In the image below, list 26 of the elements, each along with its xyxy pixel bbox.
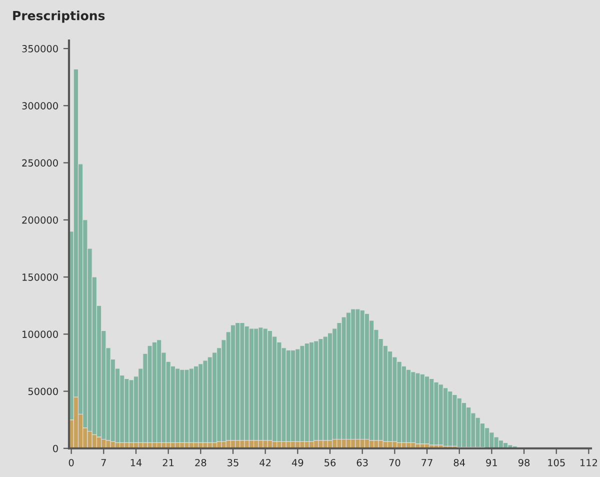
y-tick-label: 250000	[22, 159, 58, 167]
x-tick-label: 42	[260, 458, 271, 466]
x-tick-label: 35	[228, 458, 238, 466]
x-tick-label: 63	[356, 458, 368, 466]
y-tick-label: 350000	[22, 45, 58, 52]
y-tick-label: 0	[53, 444, 58, 452]
y-tick-label: 100000	[22, 330, 58, 338]
x-tick-label: 105	[548, 458, 565, 466]
x-tick-label: 14	[130, 459, 142, 466]
y-tick-label: 300000	[22, 102, 58, 110]
x-tick-label: 28	[195, 458, 206, 466]
x-tick-label: 91	[486, 458, 497, 466]
x-tick-label: 70	[389, 458, 400, 466]
x-tick-label: 49	[292, 458, 304, 466]
x-tick-label: 84	[454, 458, 465, 466]
x-tick-label: 7	[101, 459, 106, 466]
x-tick-label: 21	[162, 458, 174, 466]
x-tick-label: 112	[580, 458, 597, 466]
y-tick-label: 200000	[22, 216, 58, 224]
x-tick-label: 56	[324, 458, 336, 466]
chart-title: Prescriptions	[13, 10, 105, 23]
x-tick-label: 77	[422, 459, 432, 466]
y-tick-label: 50000	[28, 388, 58, 396]
x-tick-label: 0	[68, 458, 74, 466]
x-tick-label: 98	[518, 458, 530, 466]
y-tick-label: 150000	[22, 274, 58, 281]
